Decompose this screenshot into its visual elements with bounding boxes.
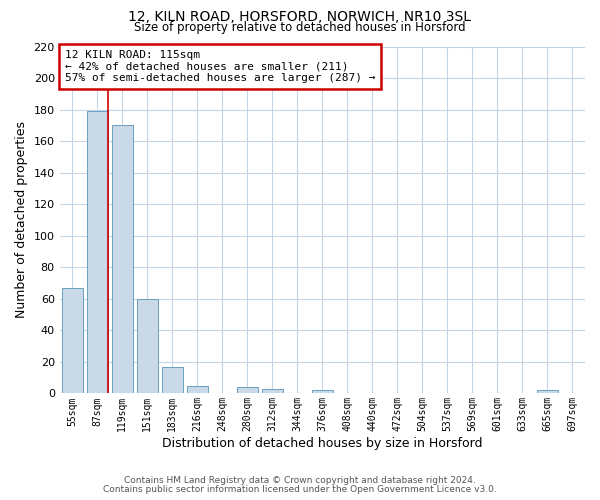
Bar xyxy=(86,111,108,394)
Text: Contains public sector information licensed under the Open Government Licence v3: Contains public sector information licen… xyxy=(103,485,497,494)
Text: Contains HM Land Registry data © Crown copyright and database right 2024.: Contains HM Land Registry data © Crown c… xyxy=(124,476,476,485)
Bar xyxy=(312,390,333,394)
Bar xyxy=(187,386,208,394)
Bar xyxy=(537,390,558,394)
X-axis label: Distribution of detached houses by size in Horsford: Distribution of detached houses by size … xyxy=(162,437,482,450)
Bar xyxy=(62,288,83,394)
Bar xyxy=(161,366,183,394)
Text: Size of property relative to detached houses in Horsford: Size of property relative to detached ho… xyxy=(134,21,466,34)
Text: 12 KILN ROAD: 115sqm
← 42% of detached houses are smaller (211)
57% of semi-deta: 12 KILN ROAD: 115sqm ← 42% of detached h… xyxy=(65,50,376,83)
Bar xyxy=(137,299,158,394)
Bar xyxy=(262,388,283,394)
Text: 12, KILN ROAD, HORSFORD, NORWICH, NR10 3SL: 12, KILN ROAD, HORSFORD, NORWICH, NR10 3… xyxy=(128,10,472,24)
Y-axis label: Number of detached properties: Number of detached properties xyxy=(15,122,28,318)
Bar xyxy=(236,387,258,394)
Bar xyxy=(112,126,133,394)
